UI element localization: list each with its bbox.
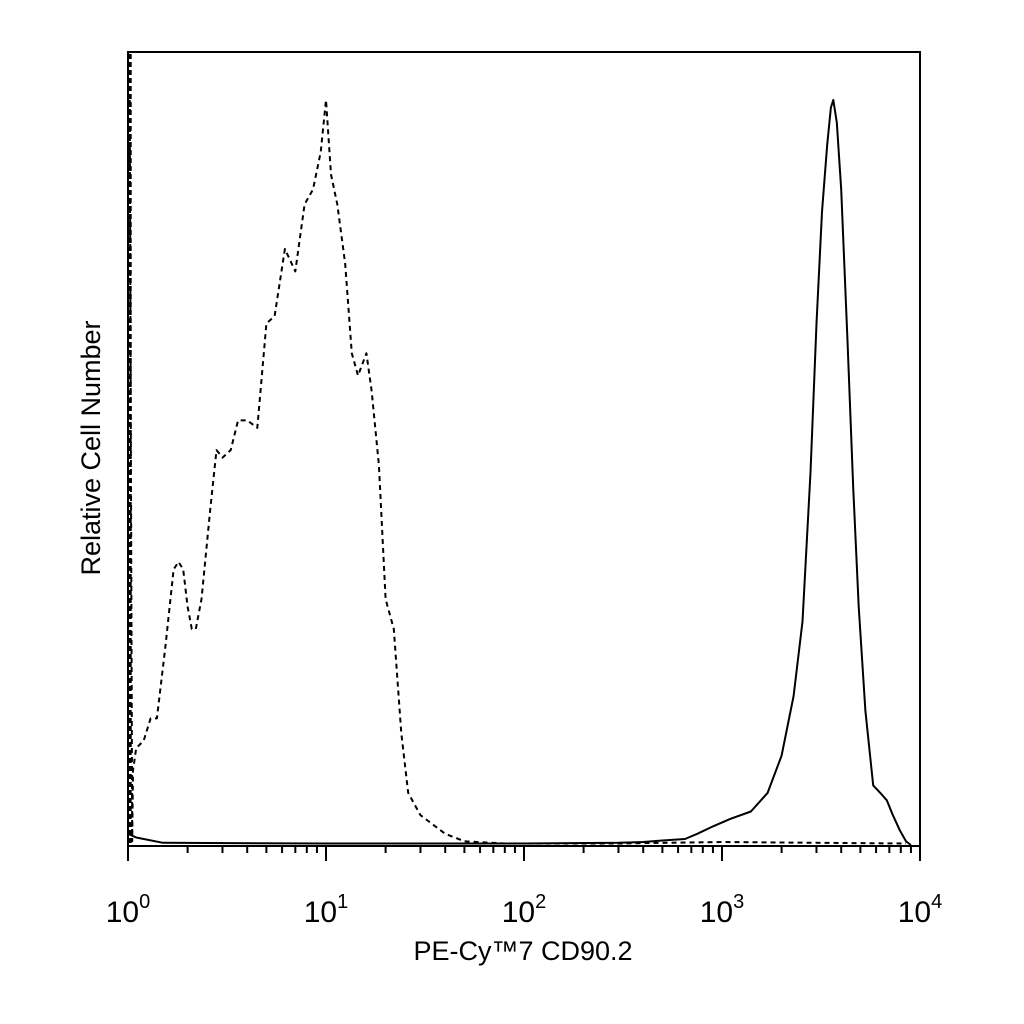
x-tick-label: 104 (898, 891, 943, 929)
histogram-series-dashed (128, 99, 907, 845)
x-tick-label: 102 (502, 891, 547, 929)
x-tick-label: 101 (304, 891, 349, 929)
plot-frame (127, 51, 921, 847)
histogram-series-solid (127, 99, 912, 846)
x-tick-label: 103 (700, 891, 745, 929)
y-axis-label: Relative Cell Number (76, 320, 106, 575)
x-axis-label: PE-Cy™7 CD90.2 (413, 936, 632, 966)
x-axis-ticks: 100 101 102 103 104 (106, 846, 943, 929)
series-layer (127, 54, 912, 846)
x-tick-label: 100 (106, 891, 151, 929)
